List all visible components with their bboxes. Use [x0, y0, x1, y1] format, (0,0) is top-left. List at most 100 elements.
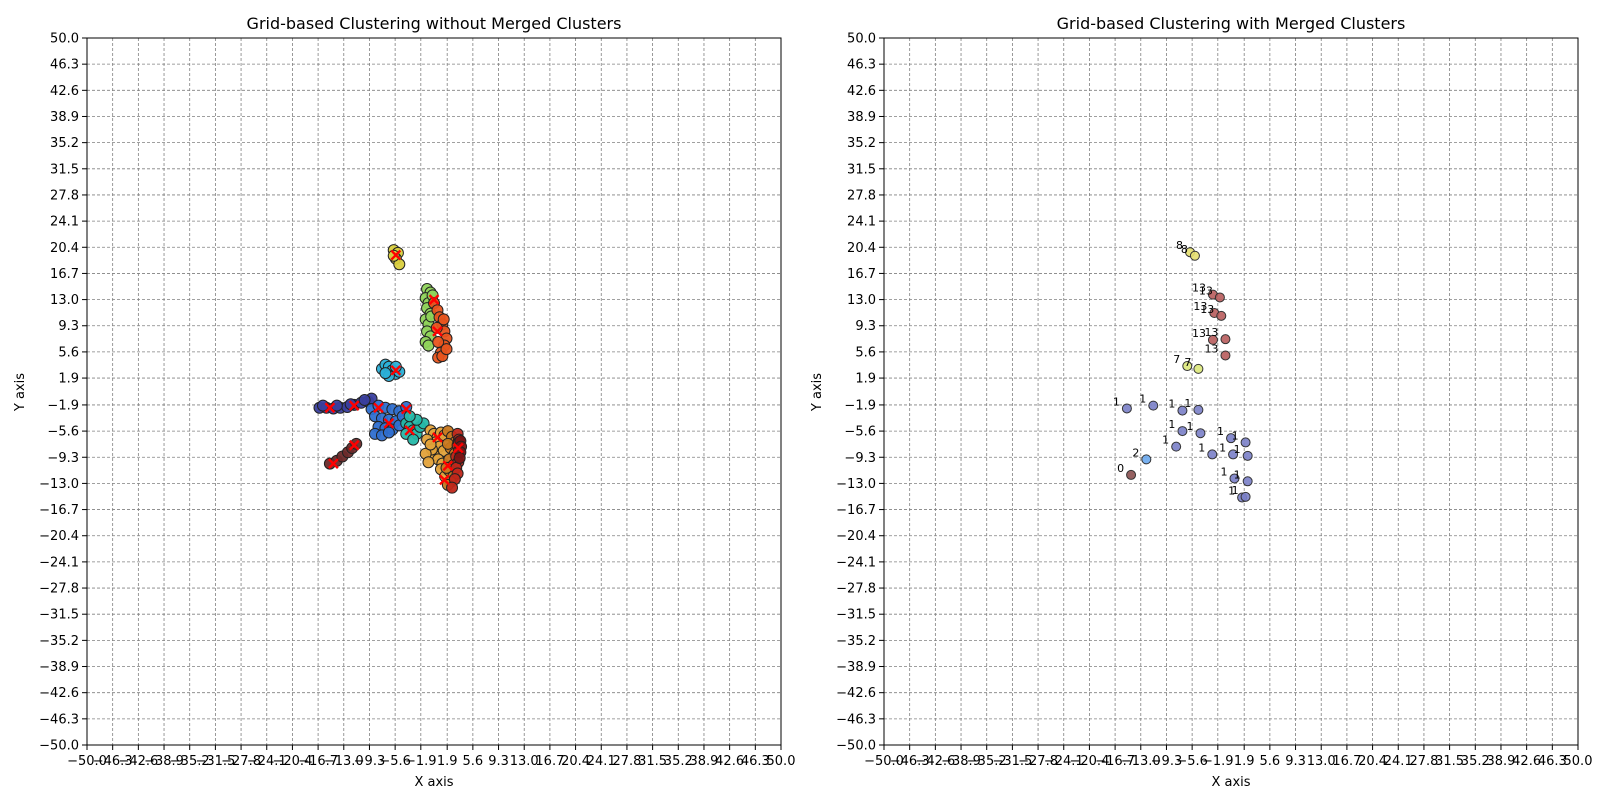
- right-x-tick-label: 35.2: [1461, 754, 1490, 769]
- left-y-tick-label: 16.7: [50, 267, 79, 282]
- left-y-tick-label: 9.3: [58, 319, 79, 334]
- centroid-stroke: [348, 439, 360, 451]
- left-x-tick-label: −24.1: [247, 754, 287, 769]
- right-y-tick-label: −1.9: [844, 398, 876, 413]
- left-centroid-marker: [432, 432, 443, 443]
- centroid-stroke: [442, 460, 454, 472]
- right-chart-ylabel: Y axis: [810, 373, 825, 412]
- right-cluster-label: 1: [1186, 420, 1193, 433]
- right-cluster-label: 0: [1117, 462, 1124, 475]
- left-chart-ylabel: Y axis: [13, 373, 28, 412]
- right-cluster-label: 1: [1217, 425, 1224, 438]
- right-merged-point: [1126, 469, 1137, 480]
- left-y-tick-label: −27.8: [39, 582, 79, 597]
- right-chart-title: Grid-based Clustering with Merged Cluste…: [1057, 14, 1406, 33]
- right-cluster-label: 13: [1193, 300, 1207, 313]
- left-x-tick-label: −1.9: [405, 754, 437, 769]
- right-x-tick-label: −5.6: [1176, 754, 1208, 769]
- left-centroid-marker: [404, 425, 416, 436]
- left-y-tick-label: −20.4: [39, 529, 79, 544]
- left-x-tick-label: −42.6: [118, 754, 158, 769]
- left-y-tick-label: 50.0: [50, 32, 79, 47]
- right-y-tick-label: 24.1: [847, 215, 876, 230]
- right-cluster-label: 1: [1168, 418, 1175, 431]
- left-data-point: [382, 426, 395, 439]
- right-cluster-label: 1: [1198, 441, 1205, 454]
- left-y-tick-label: −31.5: [39, 608, 79, 623]
- left-x-tick-label: 27.8: [612, 754, 641, 769]
- centroid-stroke: [328, 458, 339, 469]
- left-x-tick-label: 5.6: [463, 754, 484, 769]
- left-centroid-marker: [348, 439, 360, 451]
- left-y-tick-label: −9.3: [47, 451, 79, 466]
- left-x-tick-label: −35.2: [170, 754, 210, 769]
- centroid-stroke: [383, 417, 395, 429]
- left-y-tick-label: 38.9: [50, 110, 79, 125]
- right-cluster-label: 1: [1113, 395, 1120, 408]
- right-cluster-label: 1: [1219, 441, 1226, 454]
- left-centroid-marker: [439, 474, 450, 486]
- right-x-tick-label: 38.9: [1486, 754, 1515, 769]
- right-x-tick-label: 13.0: [1307, 754, 1336, 769]
- right-merged-point: [1216, 310, 1227, 321]
- left-data-point: [379, 367, 392, 380]
- right-y-tick-label: −20.4: [836, 529, 876, 544]
- left-centroid-marker: [373, 402, 384, 414]
- right-x-tick-label: 42.6: [1512, 754, 1541, 769]
- left-chart-xlabel: X axis: [414, 775, 453, 790]
- left-data-point: [441, 437, 454, 450]
- left-x-tick-label: 16.7: [535, 754, 564, 769]
- left-data-point: [437, 313, 450, 326]
- left-y-tick-label: −35.2: [39, 634, 79, 649]
- right-cluster-label: 1: [1162, 434, 1169, 447]
- right-x-tick-label: −42.6: [915, 754, 955, 769]
- right-y-tick-label: 38.9: [847, 110, 876, 125]
- right-cluster-label: 1: [1232, 484, 1239, 497]
- left-x-tick-label: −38.9: [144, 754, 184, 769]
- right-y-tick-label: 13.0: [847, 293, 876, 308]
- right-cluster-label: 1: [1234, 443, 1241, 456]
- centroid-stroke: [428, 294, 440, 305]
- right-cluster-label: 13: [1200, 303, 1214, 316]
- right-y-tick-label: −16.7: [836, 503, 876, 518]
- centroid-stroke: [400, 403, 412, 415]
- centroid-stroke: [432, 432, 443, 443]
- centroid-stroke: [439, 474, 450, 486]
- right-x-tick-label: −46.3: [890, 754, 930, 769]
- right-x-tick-label: −24.1: [1044, 754, 1084, 769]
- right-x-tick-label: −27.8: [1018, 754, 1058, 769]
- left-y-tick-label: 5.6: [58, 345, 79, 360]
- centroid-stroke: [432, 326, 443, 337]
- left-x-tick-label: −31.5: [195, 754, 235, 769]
- left-x-tick-label: −20.4: [273, 754, 313, 769]
- right-merged-point: [1195, 428, 1206, 439]
- left-x-tick-label: 20.4: [561, 754, 590, 769]
- right-cluster-label: 2: [1132, 446, 1139, 459]
- left-y-tick-label: −42.6: [39, 686, 79, 701]
- left-x-tick-label: 1.9: [437, 754, 458, 769]
- right-merged-point: [1240, 437, 1251, 448]
- left-y-tick-label: −16.7: [39, 503, 79, 518]
- left-x-tick-label: 24.1: [587, 754, 616, 769]
- right-x-tick-label: −50.0: [864, 754, 904, 769]
- left-y-tick-label: 35.2: [50, 136, 79, 151]
- right-merged-point: [1220, 350, 1231, 361]
- right-chart-panel: Grid-based Clustering with Merged Cluste…: [810, 14, 1592, 790]
- right-cluster-label: 1: [1184, 397, 1191, 410]
- right-y-tick-label: −46.3: [836, 712, 876, 727]
- right-merged-point: [1242, 450, 1253, 461]
- left-centroid-marker: [432, 326, 443, 337]
- right-cluster-label: 1: [1232, 429, 1239, 442]
- left-x-tick-label: −46.3: [93, 754, 133, 769]
- right-x-tick-label: 31.5: [1435, 754, 1464, 769]
- left-y-tick-label: 1.9: [58, 372, 79, 387]
- left-y-tick-label: 27.8: [50, 188, 79, 203]
- left-x-tick-label: 13.0: [510, 754, 539, 769]
- left-centroid-marker: [400, 403, 412, 415]
- left-centroid-marker: [452, 442, 464, 454]
- right-y-tick-label: 1.9: [855, 372, 876, 387]
- right-y-tick-label: −50.0: [836, 739, 876, 754]
- left-centroid-marker: [383, 417, 395, 429]
- right-cluster-label: 13: [1199, 284, 1213, 297]
- left-centroid-marker: [442, 460, 454, 472]
